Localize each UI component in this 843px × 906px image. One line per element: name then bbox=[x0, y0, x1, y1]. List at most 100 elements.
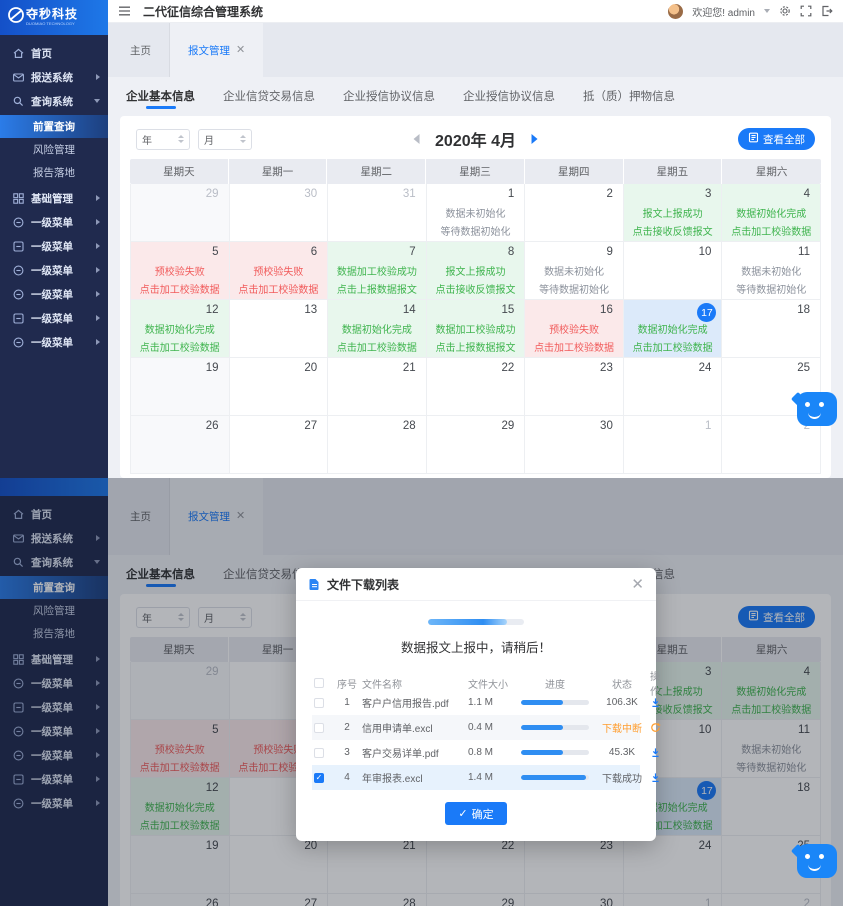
close-icon[interactable]: ✕ bbox=[631, 575, 644, 593]
tab-3[interactable]: 企业授信协议信息 bbox=[463, 91, 555, 103]
window-tab-1[interactable]: 报文管理 ✕ bbox=[170, 23, 264, 77]
calendar-cell-11[interactable]: 11 数据未初始化 等待数据初始化 bbox=[722, 720, 821, 778]
calendar-cell-4[interactable]: 4 数据初始化完成 点击加工校验数据 bbox=[722, 184, 821, 242]
chevron-down-icon bbox=[94, 99, 100, 103]
stepper-up-icon[interactable] bbox=[240, 613, 246, 616]
tab-1[interactable]: 企业信贷交易信息 bbox=[223, 91, 315, 103]
calendar-cell-7[interactable]: 7 数据加工校验成功点击上报数据报文 bbox=[328, 242, 427, 300]
tab-4[interactable]: 抵（质）押物信息 bbox=[583, 91, 675, 103]
chevron-down-icon[interactable] bbox=[764, 9, 770, 13]
sidebar-item-8[interactable]: 一级菜单 bbox=[0, 767, 108, 791]
chat-widget-icon[interactable] bbox=[790, 840, 837, 878]
cell-status-line1: 数据初始化完成 bbox=[637, 325, 708, 336]
year-select[interactable]: 年 bbox=[136, 606, 190, 628]
month-select[interactable]: 月 bbox=[198, 128, 252, 150]
sidebar-item-6[interactable]: 一级菜单 bbox=[0, 719, 108, 743]
sidebar-item-6[interactable]: 一级菜单 bbox=[0, 258, 108, 282]
sidebar-subitem-2[interactable]: 报告落地 bbox=[0, 622, 108, 645]
calendar-cell-6[interactable]: 6 预校验失败点击加工校验数据 bbox=[229, 242, 329, 300]
calendar-cell-5[interactable]: 5 预校验失败 点击加工校验数据 bbox=[131, 242, 230, 300]
calendar-cell-4[interactable]: 4 数据初始化完成 点击加工校验数据 bbox=[722, 662, 821, 720]
sidebar-item-4[interactable]: 一级菜单 bbox=[0, 671, 108, 695]
sidebar-item-9[interactable]: 一级菜单 bbox=[0, 330, 108, 354]
stepper-up-icon[interactable] bbox=[178, 135, 184, 138]
sidebar-item-0[interactable]: 首页 bbox=[0, 502, 108, 526]
row-checkbox[interactable] bbox=[314, 722, 324, 733]
row-checkbox[interactable]: ✓ bbox=[314, 772, 324, 783]
cell-status-line2: 点击加工校验数据 bbox=[534, 342, 615, 354]
sidebar-item-0[interactable]: 首页 bbox=[0, 41, 108, 65]
tab-0[interactable]: 企业基本信息 bbox=[126, 88, 195, 109]
calendar-cell-5[interactable]: 5 预校验失败 点击加工校验数据 bbox=[131, 720, 230, 778]
sidebar-item-8[interactable]: 一级菜单 bbox=[0, 306, 108, 330]
sidebar-item-7[interactable]: 一级菜单 bbox=[0, 282, 108, 306]
sidebar-subitem-1[interactable]: 风险管理 bbox=[0, 138, 108, 161]
download-icon[interactable] bbox=[650, 747, 661, 758]
sidebar-item-4[interactable]: 一级菜单 bbox=[0, 210, 108, 234]
close-tab-icon[interactable]: ✕ bbox=[236, 43, 246, 56]
logout-icon[interactable] bbox=[821, 5, 833, 17]
stepper-down-icon[interactable] bbox=[240, 618, 246, 621]
row-checkbox[interactable] bbox=[314, 747, 324, 758]
sidebar-item-3[interactable]: 基础管理 bbox=[0, 647, 108, 671]
settings-icon[interactable] bbox=[779, 5, 791, 17]
cell-date: 27 bbox=[304, 898, 318, 906]
avatar[interactable] bbox=[668, 3, 684, 19]
calendar-cell-12[interactable]: 12 数据初始化完成 点击加工校验数据 bbox=[131, 300, 230, 358]
tab-1[interactable]: 企业信贷交易信息 bbox=[223, 569, 315, 581]
stepper-down-icon[interactable] bbox=[178, 140, 184, 143]
sidebar-item-1[interactable]: 报送系统 bbox=[0, 65, 108, 89]
stepper-down-icon[interactable] bbox=[178, 618, 184, 621]
tab-0[interactable]: 企业基本信息 bbox=[126, 566, 195, 587]
sidebar-item-7[interactable]: 一级菜单 bbox=[0, 743, 108, 767]
sidebar-item-2[interactable]: 查询系统 bbox=[0, 89, 108, 113]
sidebar-item-3[interactable]: 基础管理 bbox=[0, 186, 108, 210]
row-checkbox[interactable] bbox=[314, 697, 324, 708]
hamburger-icon[interactable] bbox=[118, 6, 131, 16]
tab-2[interactable]: 企业授信协议信息 bbox=[343, 91, 435, 103]
calendar-cell-12[interactable]: 12 数据初始化完成 点击加工校验数据 bbox=[131, 778, 230, 836]
sidebar-item-5[interactable]: 一级菜单 bbox=[0, 234, 108, 258]
calendar-cell-11[interactable]: 11 数据未初始化 等待数据初始化 bbox=[722, 242, 821, 300]
calendar-cell-3[interactable]: 3 报文上报成功 点击接收反馈报文 bbox=[623, 184, 723, 242]
download-icon[interactable] bbox=[650, 772, 661, 783]
select-all-checkbox[interactable] bbox=[314, 678, 324, 688]
sidebar-subitem-1[interactable]: 风险管理 bbox=[0, 599, 108, 622]
download-icon[interactable] bbox=[650, 697, 661, 708]
chat-widget-icon[interactable] bbox=[790, 388, 837, 426]
stepper-down-icon[interactable] bbox=[240, 140, 246, 143]
prev-month-icon[interactable] bbox=[413, 134, 420, 144]
close-tab-icon[interactable]: ✕ bbox=[236, 510, 246, 522]
sidebar-subitem-0[interactable]: 前置查询 bbox=[0, 115, 108, 138]
next-month-icon[interactable] bbox=[531, 134, 538, 144]
view-all-button[interactable]: 查看全部 bbox=[738, 128, 815, 150]
sidebar-subitem-2[interactable]: 报告落地 bbox=[0, 161, 108, 184]
row-progress-fill bbox=[521, 775, 586, 780]
stepper-up-icon[interactable] bbox=[240, 135, 246, 138]
fullscreen-icon[interactable] bbox=[800, 5, 812, 17]
sidebar-item-9[interactable]: 一级菜单 bbox=[0, 791, 108, 815]
year-select[interactable]: 年 bbox=[136, 128, 190, 150]
calendar-cell-15[interactable]: 15 数据加工校验成功点击上报数据报文 bbox=[426, 300, 526, 358]
month-select[interactable]: 月 bbox=[198, 606, 252, 628]
window-tab-0[interactable]: 主页 bbox=[112, 478, 170, 555]
window-tab-1[interactable]: 报文管理 ✕ bbox=[170, 478, 264, 555]
sidebar-item-5[interactable]: 一级菜单 bbox=[0, 695, 108, 719]
sidebar-item-1[interactable]: 报送系统 bbox=[0, 526, 108, 550]
cell-date: 3 bbox=[705, 666, 712, 678]
weekday-header: 星期天星期一星期二星期三星期四星期五 星期六 bbox=[130, 159, 821, 184]
sidebar-subitem-0[interactable]: 前置查询 bbox=[0, 576, 108, 599]
refresh-icon[interactable] bbox=[650, 722, 661, 733]
menu-circle-icon bbox=[12, 749, 25, 762]
sidebar-item-2[interactable]: 查询系统 bbox=[0, 550, 108, 574]
stepper-up-icon[interactable] bbox=[178, 613, 184, 616]
calendar-cell-17[interactable]: 17 数据初始化完成 点击加工校验数据 bbox=[623, 300, 723, 358]
calendar-cell-14[interactable]: 14 数据初始化完成点击加工校验数据 bbox=[328, 300, 427, 358]
confirm-button[interactable]: ✓ 确定 bbox=[445, 802, 507, 825]
view-all-button[interactable]: 查看全部 bbox=[738, 606, 815, 628]
window-tab-0[interactable]: 主页 bbox=[112, 23, 170, 77]
